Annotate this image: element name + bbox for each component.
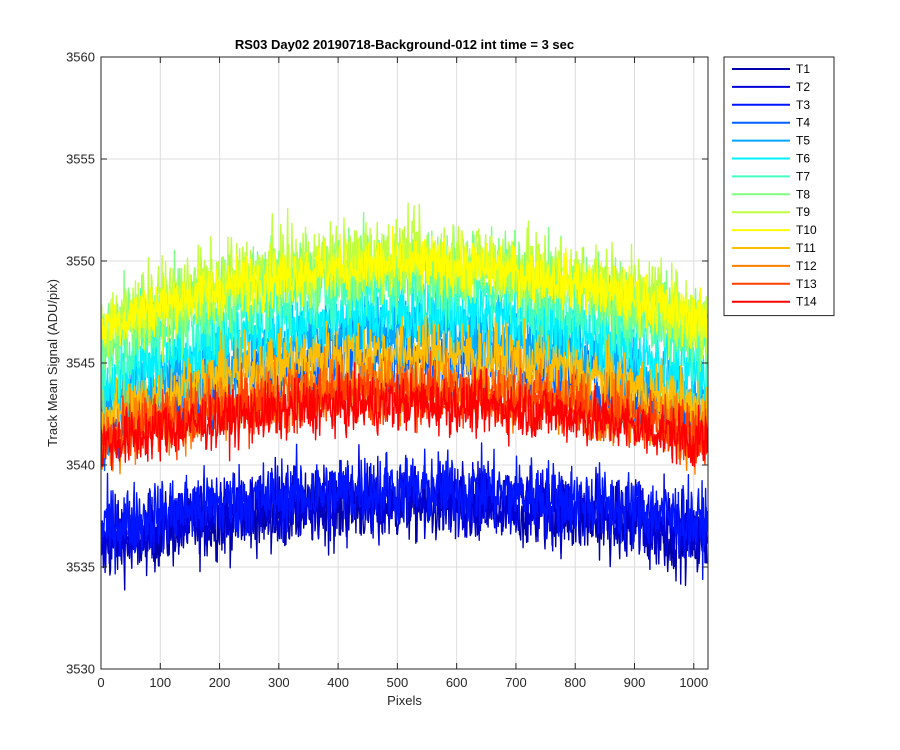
x-tick-label: 600 [446,675,468,690]
y-tick-label: 3540 [66,458,95,473]
legend-item-t2: T2 [732,80,810,94]
legend-label: T10 [796,223,817,237]
x-tick-label: 500 [387,675,409,690]
legend-box [723,56,835,317]
legend-label: T13 [796,277,817,291]
x-tick-label: 700 [505,675,527,690]
x-tick-label: 0 [97,675,104,690]
legend-item-t13: T13 [732,277,817,291]
legend-item-t7: T7 [732,169,810,183]
legend-label: T7 [796,169,810,183]
legend-item-t6: T6 [732,152,810,166]
legend-label: T5 [796,134,810,148]
y-tick-label: 3550 [66,254,95,269]
series-line-t6 [101,266,708,425]
legend-label: T12 [796,259,817,273]
legend-label: T1 [796,62,810,76]
legend-label: T2 [796,80,810,94]
legend-label: T14 [796,295,817,309]
axis-ticks: 0 100 200 300 400 500 600 700 800 900 1000 3530 3535… [66,50,708,691]
legend-label: T8 [796,187,810,201]
x-tick-label: 900 [624,675,646,690]
x-axis-label: Pixels [387,693,422,708]
legend-label: T9 [796,205,810,219]
series-lines [101,202,708,591]
legend-item-t10: T10 [732,223,817,237]
chart-title: RS03 Day02 20190718-Background-012 int t… [235,37,574,52]
legend-item-t3: T3 [732,98,810,112]
y-tick-label: 3560 [66,50,95,65]
x-tick-label: 1000 [679,675,708,690]
legend-label: T4 [796,116,810,130]
y-axis-label: Track Mean Signal (ADU/pix) [45,279,60,447]
y-tick-label: 3535 [66,560,95,575]
x-tick-label: 300 [268,675,290,690]
legend-item-t12: T12 [732,259,817,273]
legend-item-t4: T4 [732,116,810,130]
legend-label: T11 [796,241,816,255]
legend-label: T3 [796,98,810,112]
x-tick-label: 800 [564,675,586,690]
legend-item-t8: T8 [732,187,810,201]
x-tick-label: 400 [327,675,349,690]
series-line-t11 [101,314,708,449]
series-line-t10 [101,226,708,350]
legend-item-t1: T1 [732,62,810,76]
y-tick-label: 3555 [66,152,95,167]
legend-item-t11: T11 [732,241,816,255]
legend: T1 T2 T3 T4 T5 T6 T7 T8 T9 T10 T11 T12 T13 T14 [723,56,835,317]
legend-item-t14: T14 [732,295,817,309]
legend-item-t5: T5 [732,134,810,148]
y-tick-label: 3545 [66,356,95,371]
x-tick-label: 100 [149,675,171,690]
series-line-t14 [101,362,708,471]
legend-label: T6 [796,152,810,166]
x-tick-label: 200 [209,675,231,690]
series-line-t3 [101,442,708,581]
y-tick-label: 3530 [66,662,95,677]
legend-item-t9: T9 [732,205,810,219]
